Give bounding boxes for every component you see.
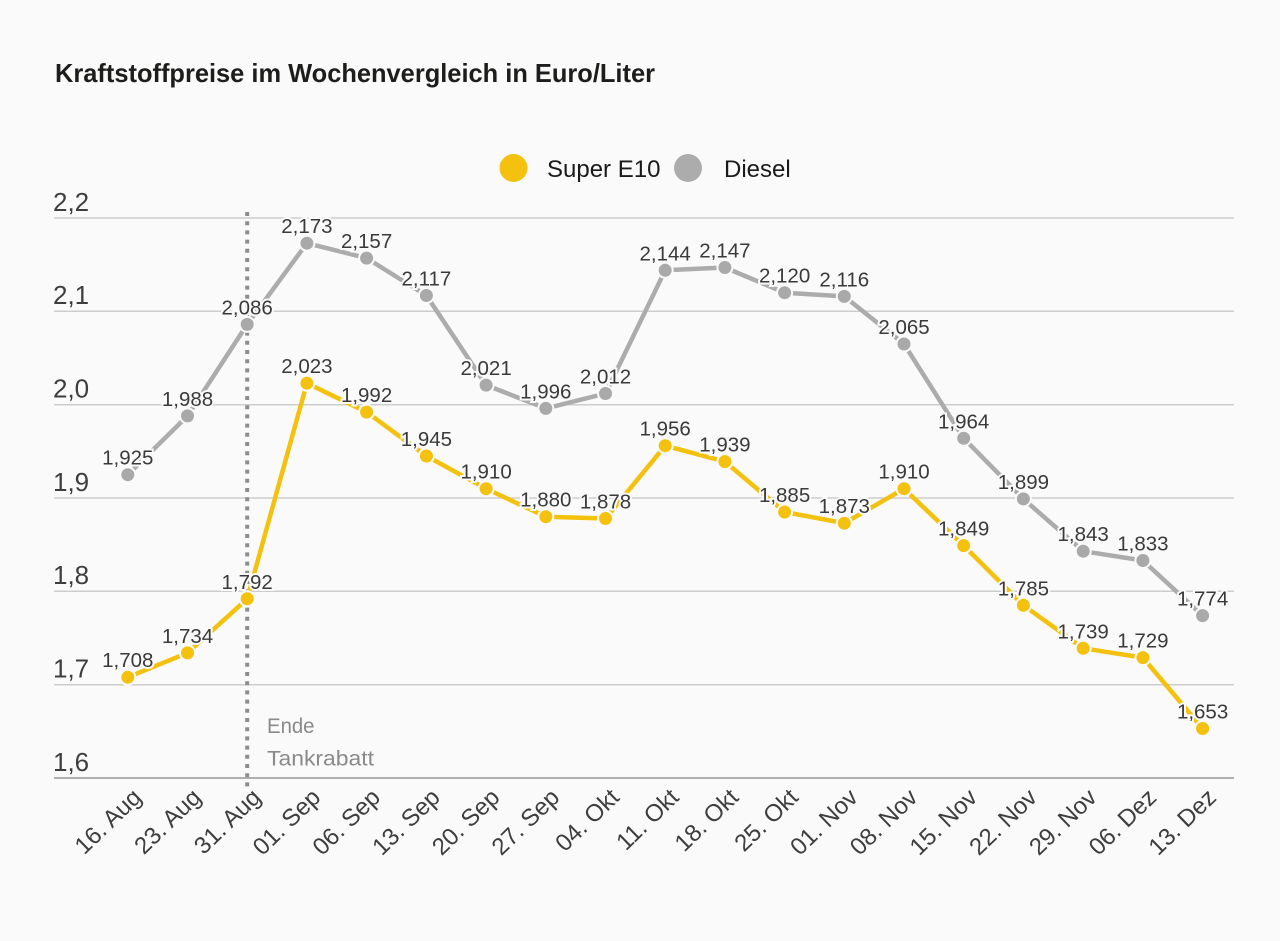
svg-text:1,833: 1,833 bbox=[1117, 533, 1168, 556]
svg-text:1,910: 1,910 bbox=[460, 461, 511, 484]
svg-text:1,774: 1,774 bbox=[1177, 588, 1228, 611]
svg-text:2,116: 2,116 bbox=[819, 268, 869, 291]
svg-text:1,899: 1,899 bbox=[998, 471, 1049, 494]
svg-text:1,849: 1,849 bbox=[938, 518, 989, 541]
svg-text:1,939: 1,939 bbox=[699, 434, 750, 457]
svg-text:2,117: 2,117 bbox=[402, 268, 452, 291]
svg-text:1,910: 1,910 bbox=[878, 461, 929, 484]
svg-text:2,1: 2,1 bbox=[53, 280, 89, 310]
svg-text:Super E10: Super E10 bbox=[547, 156, 660, 183]
svg-text:1,9: 1,9 bbox=[53, 467, 89, 497]
svg-text:2,157: 2,157 bbox=[341, 230, 392, 253]
svg-text:1,8: 1,8 bbox=[53, 560, 89, 590]
svg-text:1,843: 1,843 bbox=[1058, 523, 1109, 546]
svg-text:1,945: 1,945 bbox=[401, 428, 452, 451]
svg-text:1,964: 1,964 bbox=[938, 410, 989, 433]
svg-text:2,023: 2,023 bbox=[281, 355, 332, 378]
svg-text:1,880: 1,880 bbox=[520, 489, 571, 512]
svg-text:Diesel: Diesel bbox=[724, 156, 791, 183]
svg-text:2,086: 2,086 bbox=[222, 296, 273, 319]
svg-text:1,6: 1,6 bbox=[53, 747, 89, 777]
svg-text:1,992: 1,992 bbox=[341, 384, 392, 407]
svg-text:1,739: 1,739 bbox=[1058, 620, 1109, 643]
svg-text:1,878: 1,878 bbox=[580, 491, 631, 514]
svg-text:1,925: 1,925 bbox=[102, 447, 153, 470]
svg-text:1,7: 1,7 bbox=[53, 654, 89, 684]
svg-text:2,012: 2,012 bbox=[580, 366, 631, 389]
svg-text:1,653: 1,653 bbox=[1177, 701, 1228, 724]
svg-text:1,885: 1,885 bbox=[759, 484, 810, 507]
svg-text:2,173: 2,173 bbox=[281, 215, 332, 238]
svg-text:1,988: 1,988 bbox=[162, 388, 213, 411]
svg-text:1,956: 1,956 bbox=[640, 418, 691, 441]
svg-text:2,144: 2,144 bbox=[640, 242, 691, 265]
svg-text:2,147: 2,147 bbox=[699, 240, 750, 263]
svg-text:1,708: 1,708 bbox=[102, 649, 153, 672]
svg-text:Kraftstoffpreise im Wochenverg: Kraftstoffpreise im Wochenvergleich in E… bbox=[55, 58, 655, 88]
svg-text:2,0: 2,0 bbox=[53, 374, 89, 404]
svg-text:1,729: 1,729 bbox=[1117, 630, 1168, 653]
svg-text:1,792: 1,792 bbox=[222, 571, 273, 594]
svg-text:2,065: 2,065 bbox=[878, 316, 929, 339]
svg-text:1,996: 1,996 bbox=[520, 380, 571, 403]
svg-text:1,734: 1,734 bbox=[162, 625, 213, 648]
svg-text:2,021: 2,021 bbox=[460, 357, 511, 380]
svg-text:2,120: 2,120 bbox=[759, 265, 810, 288]
svg-text:1,873: 1,873 bbox=[819, 495, 870, 518]
svg-text:2,2: 2,2 bbox=[53, 187, 89, 217]
svg-text:Ende: Ende bbox=[267, 715, 315, 738]
svg-text:1,785: 1,785 bbox=[998, 577, 1049, 600]
svg-text:Tankrabatt: Tankrabatt bbox=[267, 748, 374, 771]
